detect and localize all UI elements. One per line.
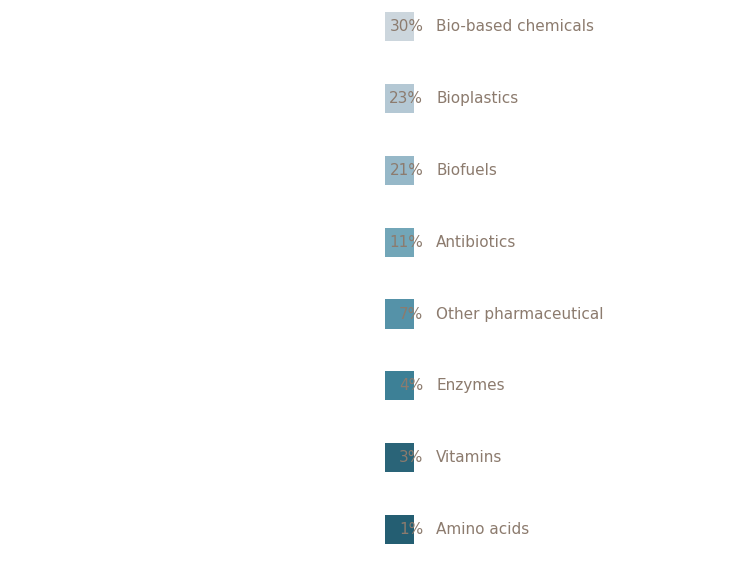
Text: 11%: 11% — [390, 235, 424, 250]
Text: 3%: 3% — [399, 450, 424, 465]
Text: 30%: 30% — [390, 19, 424, 34]
FancyBboxPatch shape — [385, 84, 414, 113]
Text: Amino acids: Amino acids — [436, 522, 529, 537]
Text: Antibiotics: Antibiotics — [436, 235, 516, 250]
FancyBboxPatch shape — [385, 156, 414, 185]
FancyBboxPatch shape — [385, 227, 414, 257]
FancyBboxPatch shape — [385, 515, 414, 544]
Text: 23%: 23% — [390, 91, 424, 106]
Text: Biofuels: Biofuels — [436, 163, 498, 178]
Text: 1%: 1% — [399, 522, 424, 537]
Text: 7%: 7% — [399, 307, 424, 321]
FancyBboxPatch shape — [385, 300, 414, 328]
Text: Enzymes: Enzymes — [436, 378, 505, 393]
FancyBboxPatch shape — [385, 371, 414, 401]
Text: Bio-based chemicals: Bio-based chemicals — [436, 19, 594, 34]
FancyBboxPatch shape — [385, 443, 414, 472]
Text: 4%: 4% — [399, 378, 424, 393]
Text: Vitamins: Vitamins — [436, 450, 503, 465]
FancyBboxPatch shape — [385, 12, 414, 41]
Text: Other pharmaceutical: Other pharmaceutical — [436, 307, 604, 321]
Text: 21%: 21% — [390, 163, 424, 178]
Text: Bioplastics: Bioplastics — [436, 91, 519, 106]
